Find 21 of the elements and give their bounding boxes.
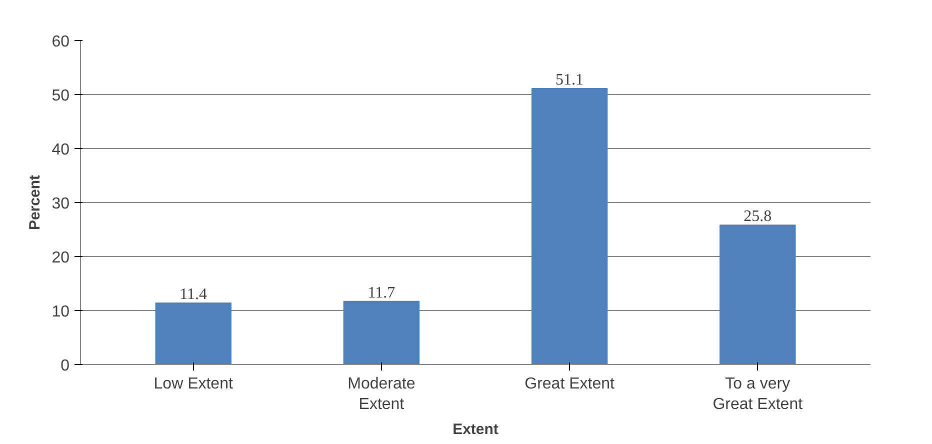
x-tick-label: Moderate Extent: [348, 376, 416, 413]
data-label: 11.4: [180, 286, 208, 303]
y-tick-label: 20: [52, 250, 70, 266]
bar: [155, 302, 232, 364]
bar: [343, 300, 420, 364]
y-tick-label: 50: [52, 88, 70, 104]
data-label: 11.7: [368, 284, 396, 302]
y-tick-label: 40: [52, 142, 70, 158]
bar: [720, 224, 796, 364]
y-tick-label: 10: [52, 304, 70, 320]
x-axis-title: Extent: [452, 420, 498, 438]
x-tick-label: Great Extent: [524, 376, 616, 392]
bar: [531, 88, 608, 364]
y-tick-label: 0: [60, 358, 70, 374]
y-tick-label: 30: [52, 196, 70, 212]
data-label: 25.8: [744, 208, 772, 226]
x-tick-label: Low Extent: [154, 376, 234, 392]
y-axis-title: Percent: [26, 174, 44, 230]
x-tick-label: To a very Great Extent: [712, 376, 804, 413]
data-label: 51.1: [556, 72, 584, 89]
y-tick-label: 60: [52, 34, 70, 50]
